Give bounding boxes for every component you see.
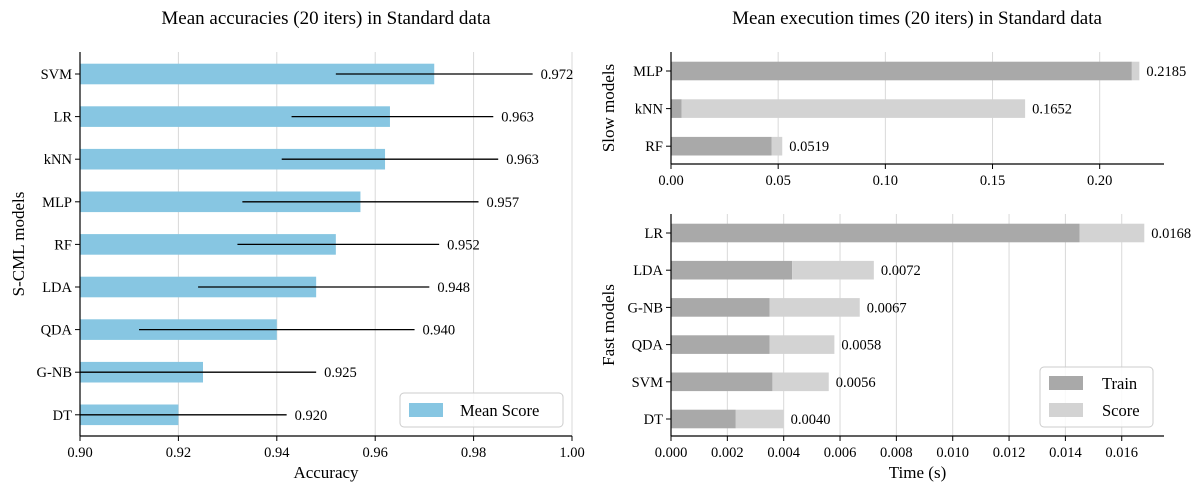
accuracy-value-label: 0.920	[295, 408, 328, 424]
slow-xtick-label: 0.20	[1087, 173, 1112, 189]
accuracy-value-label: 0.940	[423, 323, 456, 339]
fast-value-label: 0.0040	[791, 412, 831, 428]
fast-xtick-label: 0.000	[655, 445, 688, 461]
fast-score-bar	[769, 335, 835, 354]
slow-value-label: 0.2185	[1146, 64, 1186, 80]
fast-ytick-label: SVM	[632, 375, 664, 391]
fast-xtick-label: 0.008	[880, 445, 913, 461]
legend-label-score: Score	[1102, 401, 1140, 420]
fast-xtick-label: 0.010	[936, 445, 969, 461]
acc-ytick-label: SVM	[41, 67, 73, 83]
fast-xlabel: Time (s)	[889, 463, 946, 482]
acc-ytick-label: LR	[53, 110, 72, 126]
legend-label-mean-score: Mean Score	[460, 401, 539, 420]
fast-score-bar	[792, 260, 874, 280]
fast-xtick-label: 0.014	[1049, 445, 1082, 461]
slow-xtick-label: 0.05	[765, 173, 790, 189]
fast-value-label: 0.0168	[1151, 226, 1191, 242]
accuracy-value-label: 0.963	[506, 152, 539, 168]
acc-title: Mean accuracies (20 iters) in Standard d…	[161, 8, 491, 29]
fast-score-bar	[1079, 223, 1145, 243]
fast-train-bar	[671, 260, 793, 280]
slow-title: Mean execution times (20 iters) in Stand…	[732, 8, 1102, 29]
legend-swatch-train	[1049, 376, 1083, 390]
fast-score-bar	[769, 298, 860, 317]
fast-train-bar	[671, 223, 1080, 243]
accuracy-value-label: 0.957	[487, 195, 520, 211]
fast-train-bar	[671, 298, 770, 317]
accuracy-chart: 0.90 0.92 0.94 0.96 0.98 1.00 0.972 0.963 0.963 0…	[9, 8, 585, 482]
legend-box	[399, 392, 564, 428]
time-legend: Train Score	[1039, 366, 1154, 428]
slow-train-bar	[671, 99, 682, 118]
accuracy-value-label: 0.952	[447, 237, 480, 253]
acc-xtick-label: 0.92	[166, 445, 191, 461]
acc-ytick-label: MLP	[42, 195, 72, 211]
slow-models-time-chart: 0.00 0.05 0.10 0.15 0.20 0.2185 0.1652 0.0519 ML…	[599, 8, 1186, 189]
fast-train-bar	[671, 409, 736, 429]
acc-ytick-label: QDA	[41, 323, 73, 339]
legend-swatch-score	[1049, 403, 1083, 417]
accuracy-legend: Mean Score	[399, 392, 564, 428]
slow-train-bar	[671, 61, 1132, 81]
acc-ylabel: S-CML models	[9, 192, 28, 297]
fast-ylabel: Fast models	[599, 284, 618, 366]
accuracy-value-label: 0.948	[437, 280, 470, 296]
fast-value-label: 0.0058	[841, 338, 881, 354]
acc-ytick-label: DT	[53, 408, 72, 424]
acc-xtick-label: 0.90	[67, 445, 92, 461]
acc-ytick-label: G-NB	[37, 365, 72, 381]
slow-ytick-label: kNN	[635, 102, 664, 118]
acc-xtick-label: 0.96	[363, 445, 388, 461]
acc-ytick-label: kNN	[44, 152, 73, 168]
accuracy-bar	[80, 148, 386, 170]
accuracy-value-label: 0.963	[501, 110, 534, 126]
slow-xtick-label: 0.10	[873, 173, 898, 189]
fast-xtick-label: 0.002	[711, 445, 744, 461]
accuracy-value-label: 0.972	[541, 67, 574, 83]
legend-label-train: Train	[1102, 374, 1137, 393]
accuracy-bar	[80, 63, 435, 85]
fast-xtick-label: 0.004	[767, 445, 800, 461]
accuracy-bar	[80, 106, 390, 127]
fast-models-time-chart: 0.000 0.002 0.004 0.006 0.008 0.010 0.012 0.014…	[599, 214, 1191, 482]
fast-ytick-label: QDA	[632, 338, 664, 354]
slow-score-bar	[771, 136, 783, 156]
fast-value-label: 0.0067	[867, 300, 907, 316]
slow-value-label: 0.0519	[789, 139, 829, 155]
fast-train-bar	[671, 335, 770, 354]
slow-train-bar	[671, 136, 772, 156]
slow-ylabel: Slow models	[599, 64, 618, 152]
fast-value-label: 0.0056	[836, 375, 876, 391]
slow-xtick-label: 0.00	[658, 173, 683, 189]
slow-xtick-label: 0.15	[980, 173, 1005, 189]
acc-xtick-label: 0.94	[264, 445, 290, 461]
acc-ytick-label: LDA	[42, 280, 72, 296]
fast-ytick-label: DT	[644, 412, 663, 428]
fast-score-bar	[772, 372, 829, 392]
fast-ytick-label: LDA	[633, 263, 663, 279]
acc-ytick-label: RF	[54, 237, 72, 253]
fast-xtick-label: 0.006	[824, 445, 857, 461]
slow-score-bar	[681, 99, 1026, 118]
fast-score-bar	[735, 409, 784, 429]
slow-score-bar	[1131, 61, 1140, 81]
slow-ytick-label: RF	[645, 139, 663, 155]
fast-train-bar	[671, 372, 773, 392]
accuracy-bar	[80, 191, 361, 213]
fast-xtick-label: 0.016	[1105, 445, 1138, 461]
acc-xlabel: Accuracy	[293, 463, 359, 482]
fast-xtick-label: 0.012	[993, 445, 1026, 461]
slow-ytick-label: MLP	[633, 64, 663, 80]
accuracy-value-label: 0.925	[324, 365, 357, 381]
fast-ytick-label: LR	[644, 226, 663, 242]
acc-xtick-label: 1.00	[559, 445, 584, 461]
legend-swatch-mean-score	[409, 403, 443, 417]
fast-value-label: 0.0072	[881, 263, 921, 279]
slow-value-label: 0.1652	[1032, 102, 1072, 118]
acc-xtick-label: 0.98	[461, 445, 486, 461]
fast-ytick-label: G-NB	[628, 300, 663, 316]
accuracy-bar	[80, 234, 336, 255]
